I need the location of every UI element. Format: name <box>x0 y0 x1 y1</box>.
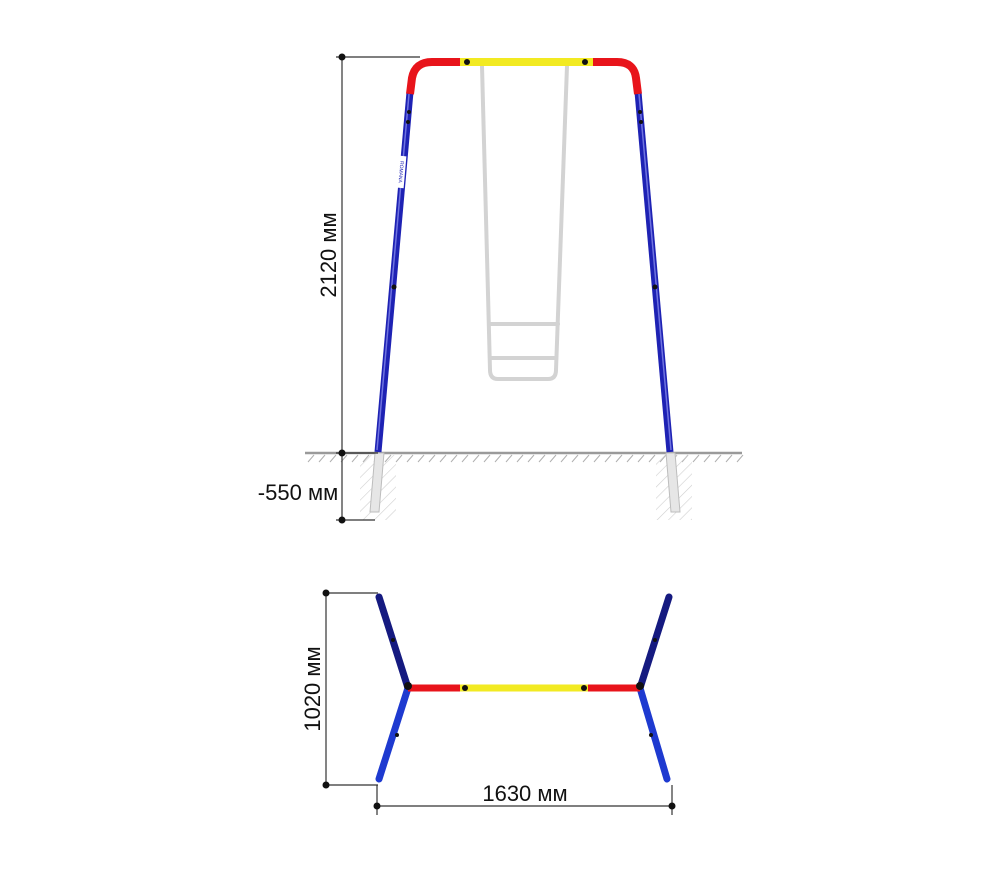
hatch-mark <box>703 454 711 463</box>
hatch-mark <box>637 454 645 463</box>
height-dimension <box>336 53 420 524</box>
hatch-mark <box>461 454 469 463</box>
post-left-underground <box>369 452 385 513</box>
hatch-mark <box>615 454 623 463</box>
top-legs <box>375 593 673 783</box>
leg-top-left <box>375 593 412 692</box>
hatch-mark <box>318 454 326 463</box>
leg-right <box>634 91 674 453</box>
hatch-mark <box>648 454 656 463</box>
leg-bottom-left <box>375 684 412 783</box>
hatch-mark <box>417 454 425 463</box>
bolt <box>406 120 410 124</box>
hatch-mark <box>725 454 733 463</box>
dimension-dot <box>373 802 381 810</box>
seat-frame <box>488 368 558 381</box>
leg-left-highlight <box>376 93 410 451</box>
hatch-mark <box>527 454 535 463</box>
dimension-dot <box>322 589 330 597</box>
top-bolts <box>391 638 657 737</box>
hatch-mark <box>351 454 359 463</box>
bolt <box>391 638 395 642</box>
hatch-mark <box>406 454 414 463</box>
ground-hatch: (function(){var g=document.currentScript… <box>307 454 744 463</box>
dimension-dot <box>668 802 676 810</box>
hatch-mark <box>516 454 524 463</box>
bolt <box>407 110 411 114</box>
dimension-dot <box>338 449 346 457</box>
swing-seat <box>480 64 569 381</box>
hatch-mark <box>604 454 612 463</box>
bolt <box>652 284 658 290</box>
bolt <box>653 638 657 642</box>
bolt <box>639 120 643 124</box>
hatch-mark <box>714 454 722 463</box>
leg-bottom-right <box>636 684 671 783</box>
dimension-dot <box>338 53 346 61</box>
bolts <box>391 59 658 290</box>
bolt <box>391 284 397 290</box>
bolt <box>464 59 470 65</box>
hatch-mark <box>450 454 458 463</box>
hatch-mark <box>439 454 447 463</box>
hatch-mark <box>483 454 491 463</box>
brand-label: ROMANA <box>397 161 405 184</box>
brand-sticker: ROMANA <box>397 155 407 189</box>
bolt <box>404 682 412 690</box>
hatch-mark <box>593 454 601 463</box>
hatch-mark <box>560 454 568 463</box>
leg-right-highlight <box>638 93 672 451</box>
hatch-mark <box>472 454 480 463</box>
hatch-mark <box>505 454 513 463</box>
hatch-mark <box>549 454 557 463</box>
hatch-mark <box>307 454 315 463</box>
height-label: 2120 мм <box>316 212 341 297</box>
bolt <box>395 733 399 737</box>
dimension-dot <box>322 781 330 789</box>
hatch-mark <box>626 454 634 463</box>
hatch-mark <box>736 454 744 463</box>
depth-label: -550 мм <box>258 480 338 505</box>
length-label: 1630 мм <box>482 781 567 806</box>
bolt <box>638 110 642 114</box>
hatch-mark <box>329 454 337 463</box>
top-bend-left <box>406 58 460 95</box>
bolt <box>582 59 588 65</box>
hatch-mark <box>494 454 502 463</box>
front-view: (function(){var g=document.currentScript… <box>258 53 744 524</box>
bolt <box>581 685 587 691</box>
post-right-underground <box>665 452 681 513</box>
leg-left <box>374 91 414 453</box>
swing-rope-right <box>554 64 569 372</box>
top-bend-right <box>593 58 642 95</box>
width-label: 1020 мм <box>300 646 325 731</box>
hatch-mark <box>571 454 579 463</box>
top-view: 1020 мм 1630 мм <box>300 589 676 815</box>
dimension-dot <box>338 516 346 524</box>
hatch-mark <box>395 454 403 463</box>
hatch-mark <box>538 454 546 463</box>
hatch-mark <box>582 454 590 463</box>
leg-top-right <box>636 593 673 692</box>
bolt <box>636 682 644 690</box>
top-dimensions <box>322 589 676 815</box>
hatch-mark <box>428 454 436 463</box>
bolt <box>462 685 468 691</box>
swing-rope-left <box>480 64 492 372</box>
bolt <box>649 733 653 737</box>
hatch-mark <box>692 454 700 463</box>
